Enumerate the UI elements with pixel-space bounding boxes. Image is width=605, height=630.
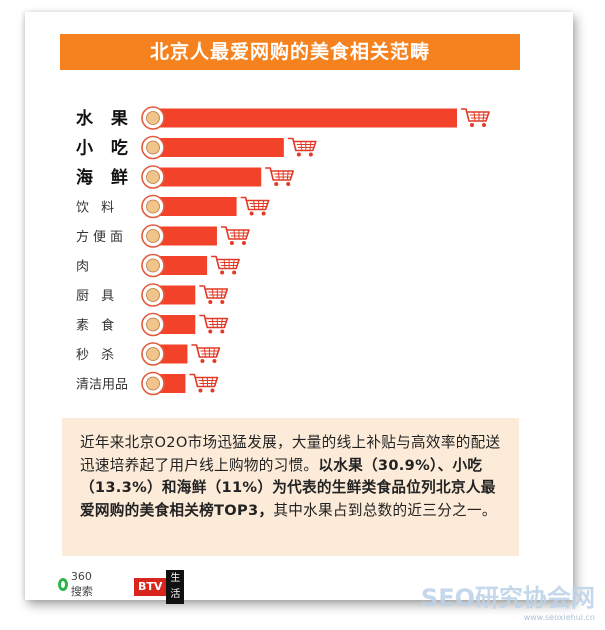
icon-fill xyxy=(146,376,160,391)
bar xyxy=(153,197,237,216)
category-label: 海 鲜 xyxy=(76,167,134,188)
category-label: 素 食 xyxy=(76,318,118,334)
category-label: 肉 xyxy=(76,260,93,275)
info-text-part1: 近年来北京O2O市场迅猛发展，大量的线上补贴与高效率的配送迅速培养起了用户线上购… xyxy=(80,434,501,474)
360-logo-icon xyxy=(58,578,68,591)
bar-row: 水 果 xyxy=(76,106,490,130)
bar-row: 素 食 xyxy=(76,312,229,337)
shopping-cart-icon xyxy=(265,167,295,186)
shopping-cart-icon xyxy=(211,255,240,275)
bar-row: 秒 杀 xyxy=(76,342,221,366)
shopping-cart-icon xyxy=(189,373,219,393)
info-text-part3: 其中水果占到总数的近三分之一。 xyxy=(273,501,497,519)
icon-fill xyxy=(146,199,160,214)
bar-row: 海 鲜 xyxy=(76,165,295,189)
source-logo-label: 360搜索 xyxy=(70,570,93,598)
bar xyxy=(153,138,284,157)
category-label: 小 吃 xyxy=(76,138,134,159)
category-label: 清洁用品 xyxy=(76,378,128,393)
icon-fill xyxy=(146,111,160,125)
shopping-cart-icon xyxy=(461,108,490,127)
icon-fill xyxy=(146,288,160,302)
shopping-cart-icon xyxy=(220,226,250,245)
icon-fill xyxy=(146,258,160,273)
watermark-main: SEO研究协会网 xyxy=(420,584,595,612)
icon-fill xyxy=(146,229,160,243)
category-label: 厨 具 xyxy=(76,289,118,304)
bar-row: 肉 xyxy=(76,253,240,278)
category-label: 方便面 xyxy=(76,229,127,245)
icon-fill xyxy=(146,347,160,361)
category-label: 水 果 xyxy=(76,108,134,129)
shopping-cart-icon xyxy=(287,137,317,157)
icon-fill xyxy=(146,317,160,332)
chart-title: 北京人最爱网购的美食相关范畴 xyxy=(149,41,430,63)
channel-logo: BTV 生活 xyxy=(134,570,185,604)
source-logo: 360搜索 xyxy=(58,570,95,599)
info-box: 近年来北京O2O市场迅猛发展，大量的线上补贴与高效率的配送迅速培养起了用户线上购… xyxy=(62,418,519,556)
bar-row: 小 吃 xyxy=(76,135,317,160)
channel-sub: 生活 xyxy=(166,570,185,604)
bar-row: 清洁用品 xyxy=(76,371,219,396)
shopping-cart-icon xyxy=(191,344,221,363)
bar-row: 方便面 xyxy=(76,224,250,248)
shopping-cart-icon xyxy=(240,196,270,216)
bar xyxy=(153,167,262,187)
bar-row: 饮 料 xyxy=(76,194,270,219)
watermark: SEO研究协会网 www.seoxiehui.cn xyxy=(421,578,595,622)
bar xyxy=(153,108,457,128)
info-text-part2: 以水果（30.9%）、小吃（13.3%）和海鲜（11%）为代表的生鲜类食品位列北… xyxy=(80,456,496,519)
icon-fill xyxy=(146,140,160,155)
category-label: 饮 料 xyxy=(76,201,118,216)
info-text: 近年来北京O2O市场迅猛发展，大量的线上补贴与高效率的配送迅速培养起了用户线上购… xyxy=(80,432,505,522)
shopping-cart-icon xyxy=(199,314,229,334)
title-bar: 北京人最爱网购的美食相关范畴 xyxy=(60,34,520,70)
channel-name: BTV xyxy=(134,578,167,596)
watermark-sub: www.seoxiehui.cn xyxy=(523,613,595,622)
icon-fill xyxy=(146,170,160,184)
category-label: 秒 杀 xyxy=(76,348,118,363)
shopping-cart-icon xyxy=(199,285,229,304)
bar-row: 厨 具 xyxy=(76,283,229,307)
bar xyxy=(153,256,208,275)
bar xyxy=(153,226,217,246)
